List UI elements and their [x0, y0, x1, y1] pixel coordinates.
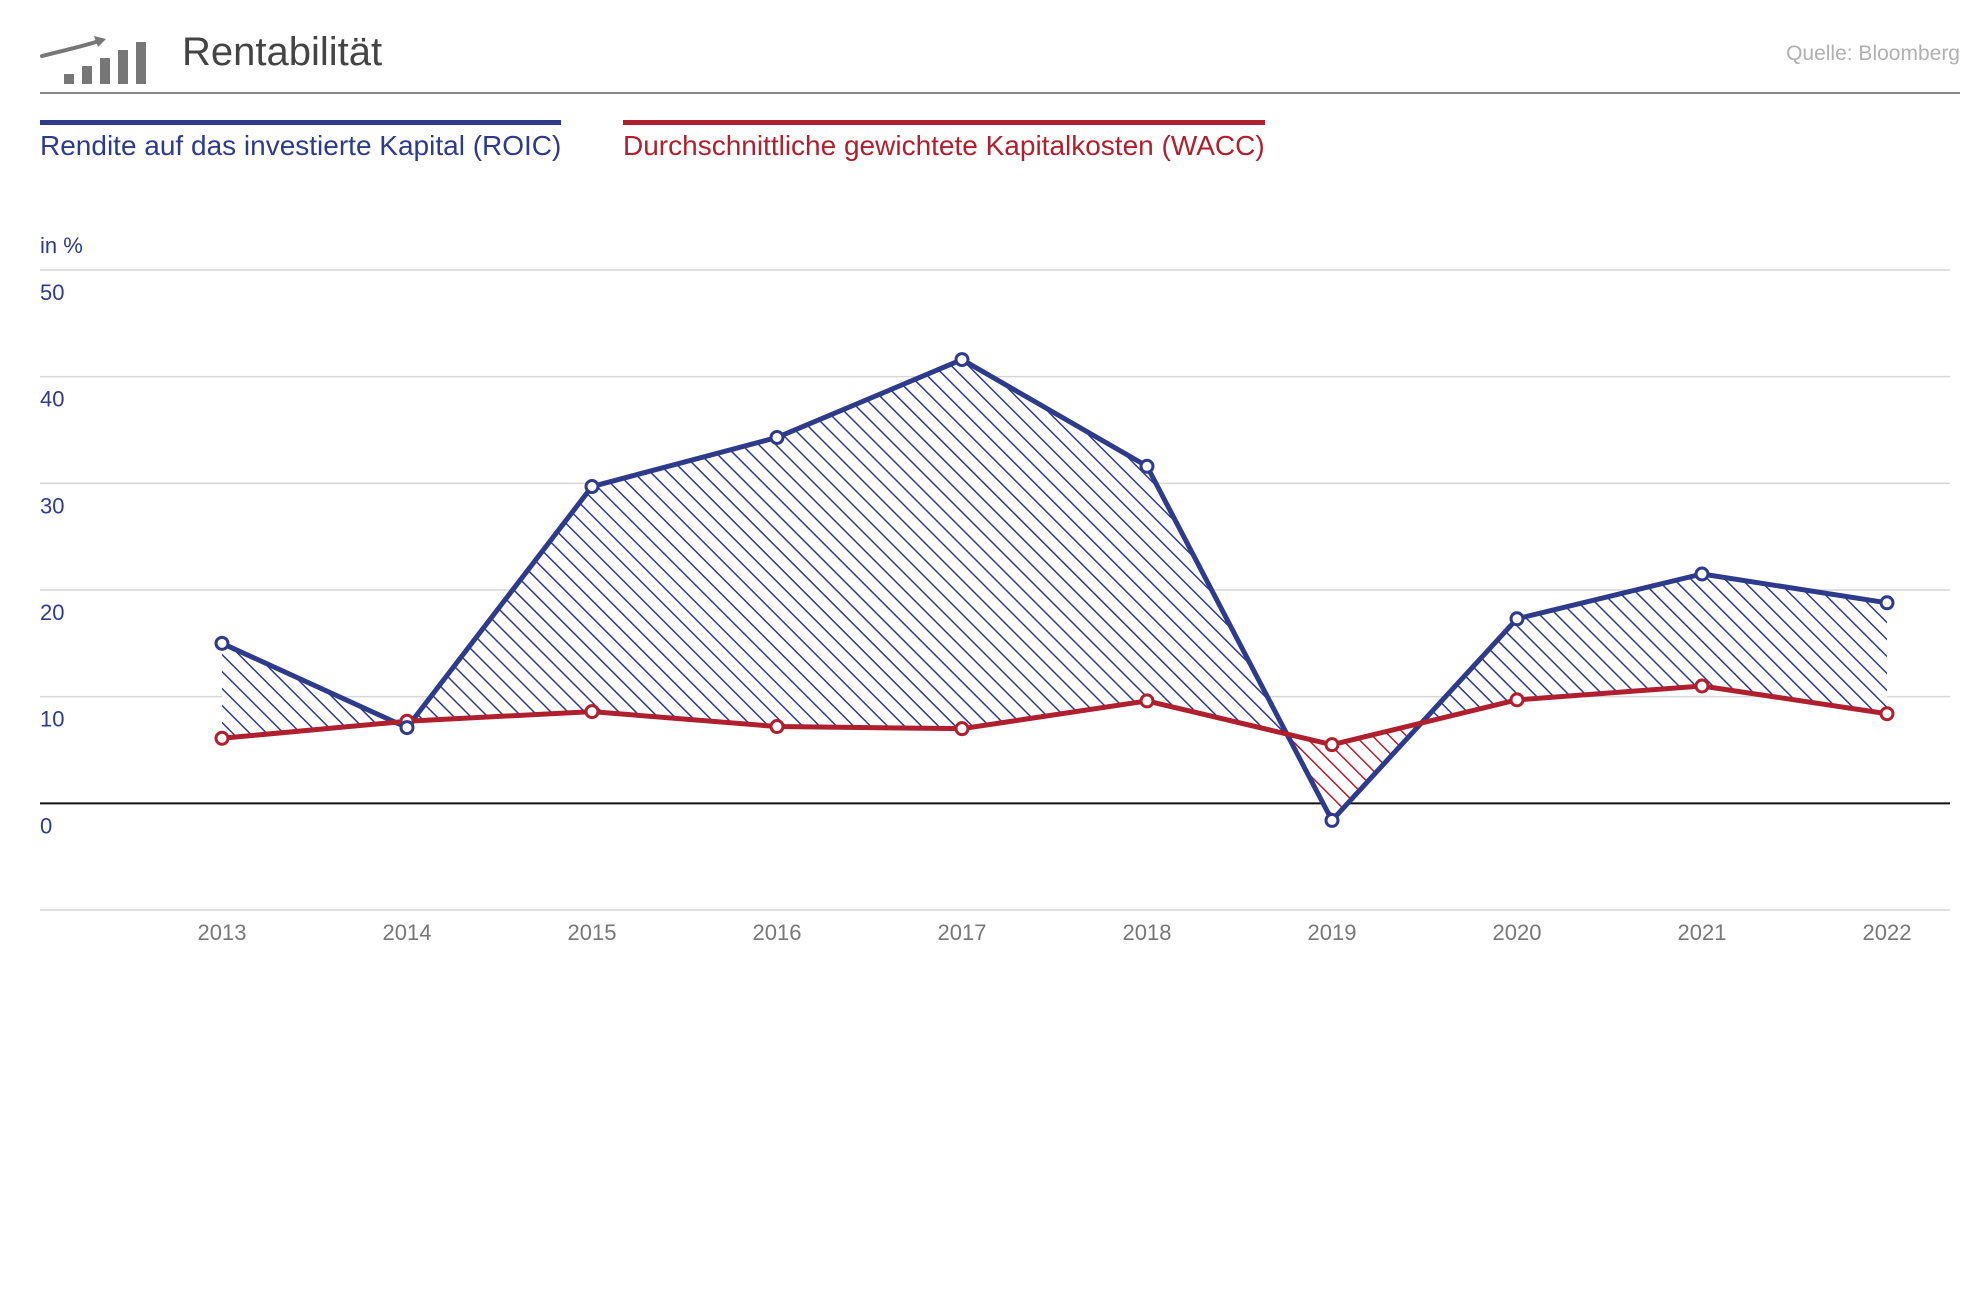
- wacc-point: [769, 719, 785, 735]
- rising-bar-chart-icon: [40, 36, 146, 84]
- wacc-point: [954, 721, 970, 737]
- wacc-point: [1139, 693, 1155, 709]
- y-axis-unit-label: in %: [40, 233, 83, 258]
- legend-wacc: Durchschnittliche gewichtete Kapitalkost…: [623, 120, 1265, 162]
- source-note: Quelle: Bloomberg: [1786, 42, 1960, 65]
- roic-above-wacc-fill: [592, 437, 777, 727]
- series-points-layer: [214, 352, 1895, 828]
- y-tick-label: 20: [40, 600, 64, 625]
- roic-point: [214, 635, 230, 651]
- x-tick-label: 2020: [1493, 920, 1542, 945]
- wacc-point: [584, 704, 600, 720]
- roic-point: [584, 479, 600, 495]
- roic-point: [1509, 611, 1525, 627]
- x-tick-label: 2019: [1308, 920, 1357, 945]
- x-tick-label: 2022: [1863, 920, 1912, 945]
- y-tick-label: 30: [40, 493, 64, 518]
- wacc-point: [1324, 737, 1340, 753]
- wacc-point: [1879, 706, 1895, 722]
- x-tick-label: 2015: [568, 920, 617, 945]
- page-title: Rentabilität: [182, 30, 383, 74]
- wacc-point: [1509, 692, 1525, 708]
- roic-above-wacc-fill: [222, 643, 396, 739]
- y-tick-label: 50: [40, 280, 64, 305]
- x-tick-label: 2017: [938, 920, 987, 945]
- header: Rentabilität Quelle: Bloomberg: [40, 26, 1960, 94]
- x-tick-label: 2018: [1123, 920, 1172, 945]
- roic-point: [1879, 595, 1895, 611]
- wacc-point: [1694, 678, 1710, 694]
- roic-above-wacc-fill: [777, 359, 962, 729]
- roic-wacc-line-chart: in % 0 10 20 30 40 50 2013 2014 2015 2016 2017 2018 2…: [40, 233, 1950, 945]
- y-tick-label: 0: [40, 813, 52, 838]
- x-tick-label: 2013: [198, 920, 247, 945]
- y-tick-label: 40: [40, 387, 64, 412]
- legend-roic: Rendite auf das investierte Kapital (ROI…: [40, 120, 562, 162]
- roic-point: [399, 720, 415, 736]
- legend-wacc-label: Durchschnittliche gewichtete Kapitalkost…: [623, 130, 1265, 161]
- roic-line: [220, 357, 1888, 823]
- x-tick-label: 2016: [753, 920, 802, 945]
- wacc-line: [221, 683, 1888, 748]
- axis-labels-layer: in % 0 10 20 30 40 50 2013 2014 2015 2016 2017 2018 2…: [40, 233, 1911, 945]
- roic-above-wacc-fill: [1517, 574, 1702, 700]
- roic-above-wacc-fill: [962, 359, 1147, 729]
- roic-point: [1139, 458, 1155, 474]
- wacc-point: [214, 730, 230, 746]
- roic-point: [769, 429, 785, 445]
- roic-above-wacc-fill: [1702, 574, 1887, 714]
- series-lines-layer: [220, 357, 1888, 823]
- roic-point: [1694, 566, 1710, 582]
- x-tick-label: 2014: [383, 920, 432, 945]
- y-tick-label: 10: [40, 707, 64, 732]
- legend-wacc-swatch: [623, 120, 1265, 125]
- legend-roic-swatch: [40, 120, 562, 125]
- legend-roic-label: Rendite auf das investierte Kapital (ROI…: [40, 130, 562, 161]
- roic-point: [1324, 812, 1340, 828]
- roic-point: [954, 352, 970, 368]
- x-tick-label: 2021: [1678, 920, 1727, 945]
